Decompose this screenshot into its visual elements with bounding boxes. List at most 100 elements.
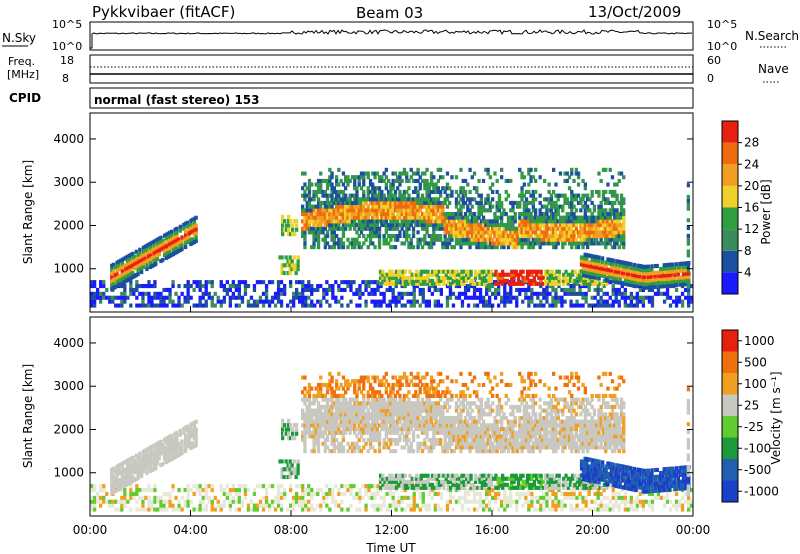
power-cell: [380, 193, 384, 198]
power-cell: [556, 226, 560, 231]
power-cell: [588, 223, 592, 228]
velocity-cell: [166, 455, 170, 460]
velocity-cell: [412, 507, 416, 512]
velocity-cell: [298, 495, 302, 500]
power-cell: [469, 272, 473, 277]
velocity-cell: [355, 495, 359, 500]
power-cell: [570, 219, 574, 224]
power-cell: [514, 272, 518, 277]
power-cell: [110, 267, 114, 272]
cpid-label: CPID: [9, 91, 41, 105]
power-cell: [518, 287, 522, 292]
velocity-cell: [156, 507, 160, 512]
power-cell: [340, 303, 344, 308]
velocity-cell: [503, 491, 507, 496]
power-cell: [510, 275, 514, 280]
power-cell: [373, 245, 377, 250]
power-cell: [323, 212, 327, 217]
power-cell: [405, 226, 409, 231]
power-cell: [400, 291, 404, 296]
power-cell: [353, 175, 357, 180]
power-cell: [414, 219, 418, 224]
power-cell: [565, 178, 569, 183]
velocity-cell: [376, 503, 380, 508]
velocity-cell: [542, 495, 546, 500]
power-cell: [430, 281, 435, 286]
power-cell: [398, 223, 402, 228]
power-cell: [561, 223, 565, 228]
velocity-cell: [545, 491, 549, 496]
power-cell: [608, 219, 612, 224]
power-cell: [547, 237, 551, 242]
power-cell: [411, 219, 416, 224]
velocity-cell: [316, 390, 321, 395]
power-cell: [117, 283, 121, 288]
power-cell: [459, 241, 463, 246]
power-cell: [133, 258, 137, 263]
power-cell: [432, 226, 436, 231]
power-cell: [125, 258, 130, 263]
velocity-cell: [521, 503, 525, 508]
velocity-cell: [180, 451, 184, 456]
velocity-cell: [424, 507, 428, 512]
power-cell: [473, 269, 478, 274]
velocity-cell: [364, 488, 368, 493]
power-cell: [669, 279, 673, 284]
power-cell: [611, 284, 615, 289]
power-cell: [641, 275, 645, 280]
velocity-cell: [312, 419, 316, 424]
velocity-cell: [288, 459, 292, 464]
power-cell: [90, 284, 94, 289]
velocity-cell: [424, 503, 428, 508]
power-cell: [382, 241, 386, 246]
power-cell: [484, 237, 488, 242]
velocity-cell: [485, 503, 489, 508]
power-cell: [540, 204, 544, 209]
velocity-cell: [195, 488, 199, 493]
power-cell: [538, 234, 542, 239]
velocity-cell: [161, 446, 165, 451]
power-cell: [478, 287, 483, 292]
velocity-cell: [635, 495, 639, 500]
power-cell: [344, 193, 348, 198]
power-cell: [630, 272, 635, 277]
power-cell: [686, 198, 690, 203]
power-cell: [402, 200, 407, 205]
power-cell: [674, 283, 679, 288]
power-cell: [592, 219, 597, 224]
power-cell: [579, 223, 583, 228]
power-cell: [391, 204, 395, 209]
velocity-cell: [175, 454, 179, 459]
power-cell: [150, 295, 154, 300]
power-cell: [380, 178, 384, 183]
power-cell: [466, 230, 470, 235]
power-cell: [366, 219, 370, 224]
velocity-cell: [572, 495, 576, 500]
power-cell: [349, 287, 353, 292]
power-cell: [448, 200, 452, 205]
velocity-cell: [93, 499, 97, 504]
power-cell: [412, 295, 416, 300]
velocity-cell: [127, 481, 131, 486]
power-cell: [445, 171, 450, 176]
velocity-cell: [515, 507, 519, 512]
power-cell: [159, 291, 163, 296]
power-cell: [646, 285, 651, 290]
power-cell: [609, 272, 614, 277]
velocity-cell: [165, 499, 169, 504]
power-cell: [568, 275, 573, 280]
power-cell: [123, 287, 127, 292]
power-cell: [420, 197, 425, 202]
power-cell: [189, 238, 193, 243]
power-cell: [509, 234, 513, 239]
power-cell: [617, 234, 621, 239]
power-cell: [377, 189, 382, 194]
velocity-cell: [485, 495, 489, 500]
power-cell: [187, 223, 191, 228]
colorbar-segment: [722, 250, 738, 273]
power-cell: [204, 299, 208, 304]
power-cell: [448, 186, 452, 191]
velocity-cell: [303, 423, 307, 428]
power-cell: [157, 252, 161, 257]
power-cell: [400, 295, 404, 300]
